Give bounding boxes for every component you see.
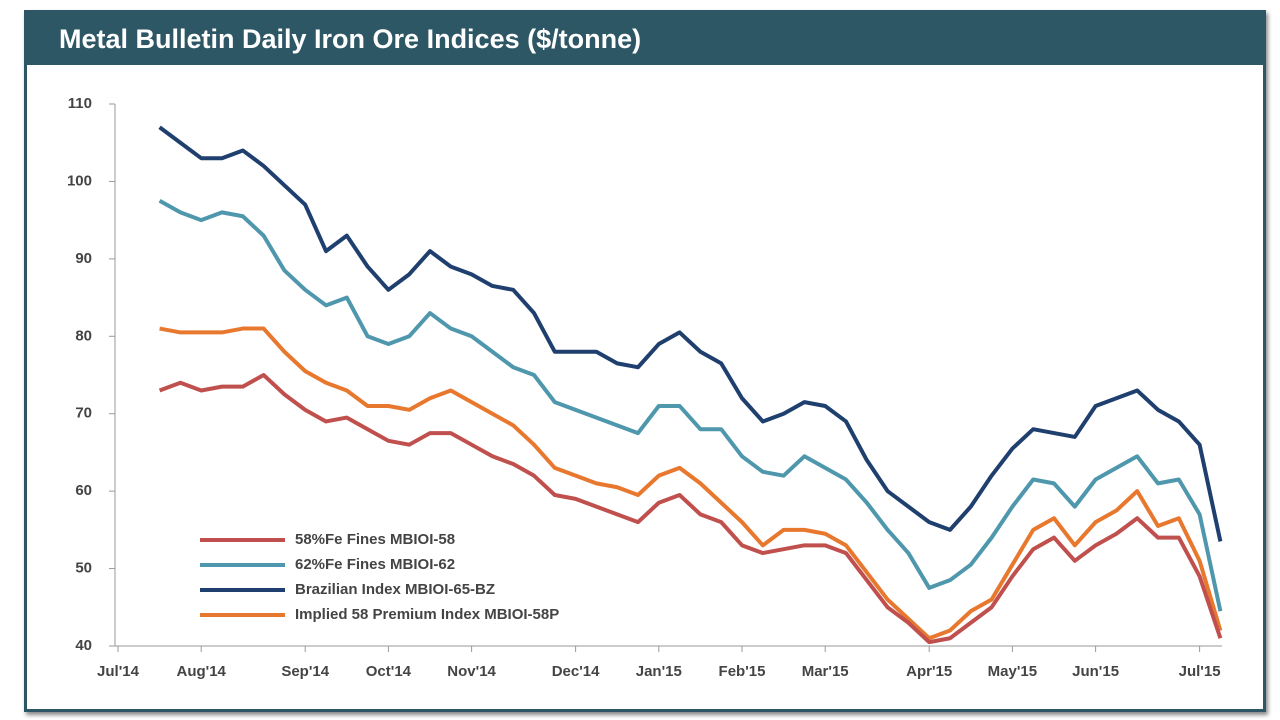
y-tick-label: 70 [75, 405, 92, 422]
x-tick-label: Jan'15 [636, 663, 682, 680]
chart-frame: Metal Bulletin Daily Iron Ore Indices ($… [24, 10, 1266, 712]
y-tick-label: 40 [75, 637, 92, 654]
y-tick-label: 80 [75, 327, 92, 344]
legend-label: Implied 58 Premium Index MBIOI-58P [295, 606, 559, 623]
x-tick-label: Nov'14 [447, 663, 496, 680]
series-line [158, 199, 1223, 612]
legend-label: 58%Fe Fines MBIOI-58 [295, 531, 455, 548]
y-tick-label: 100 [67, 172, 92, 189]
x-tick-label: May'15 [988, 663, 1037, 680]
x-tick-label: Oct'14 [366, 663, 412, 680]
y-tick-label: 110 [68, 95, 92, 112]
y-tick-label: 60 [75, 482, 92, 499]
x-tick-label: Apr'15 [906, 663, 952, 680]
series-line [159, 326, 1223, 641]
x-tick-label: Jul'14 [97, 663, 140, 680]
chart-title: Metal Bulletin Daily Iron Ore Indices ($… [27, 13, 1263, 65]
x-tick-label: Jul'15 [1179, 663, 1221, 680]
x-tick-label: Sep'14 [281, 663, 329, 680]
series-line [158, 373, 1223, 645]
legend-label: 62%Fe Fines MBIOI-62 [295, 556, 455, 573]
y-tick-label: 90 [75, 250, 92, 267]
x-tick-label: Jun'15 [1072, 663, 1119, 680]
legend-label: Brazilian Index MBIOI-65-BZ [295, 581, 495, 598]
y-tick-label: 50 [75, 560, 92, 577]
x-tick-label: Feb'15 [719, 663, 766, 680]
series-line [158, 125, 1223, 542]
x-tick-label: Dec'14 [552, 663, 600, 680]
x-tick-label: Mar'15 [802, 663, 849, 680]
x-tick-label: Aug'14 [176, 663, 226, 680]
